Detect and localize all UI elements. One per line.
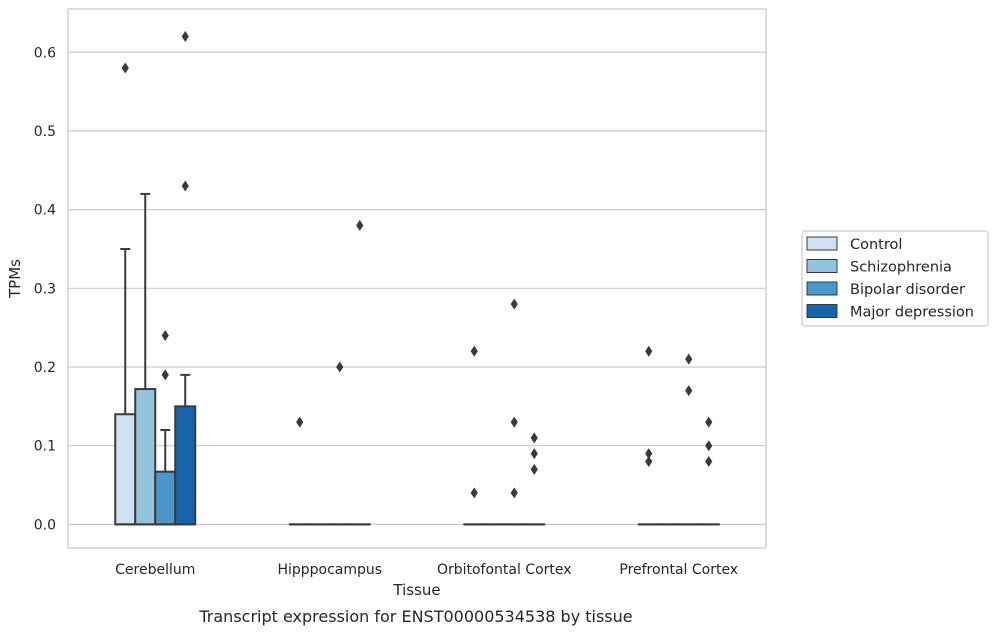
outlier-point (181, 31, 189, 43)
x-tick-label: Prefrontal Cortex (619, 562, 738, 578)
legend-label: Schizophrenia (850, 260, 952, 276)
box (154, 470, 177, 526)
outlier-point (161, 369, 169, 381)
x-tick-label: Orbitofontal Cortex (437, 562, 572, 578)
box-group (134, 192, 157, 526)
legend-frame (801, 230, 989, 327)
outlier-point (645, 448, 653, 460)
legend-swatch (806, 259, 838, 273)
y-tick-label: 0.1 (34, 439, 56, 455)
outlier-point (530, 448, 538, 460)
outlier-point (705, 455, 713, 467)
plot-marks (114, 31, 720, 526)
outlier-point (705, 416, 713, 428)
grid-lines (68, 51, 766, 525)
legend: Control Schizophrenia Bipolar disorder Majo… (801, 230, 989, 327)
legend-swatch (806, 236, 838, 251)
outlier-point (510, 416, 518, 428)
y-tick-label: 0.2 (34, 360, 56, 376)
outlier-point (121, 62, 129, 74)
outlier-point (685, 385, 693, 397)
box-group (677, 353, 700, 526)
box-group (503, 298, 526, 526)
outlier-point (470, 487, 478, 499)
box-group (348, 219, 371, 526)
chart-caption: Transcript expression for ENST0000053453… (198, 607, 632, 626)
box (134, 388, 157, 526)
plot-frame (67, 8, 767, 549)
outlier-point (356, 219, 364, 231)
x-tick-label: Hipppocampus (277, 562, 382, 578)
box (114, 413, 137, 526)
outlier-point (510, 298, 518, 310)
outlier-point (685, 353, 693, 365)
box-group (154, 330, 177, 526)
legend-swatch (806, 281, 838, 296)
box-group (328, 361, 351, 526)
y-tick-label: 0.5 (34, 124, 56, 140)
y-tick-label: 0.3 (34, 281, 56, 297)
box-group (637, 345, 660, 526)
y-axis-label: TPMs (6, 259, 24, 299)
x-axis-label: Tissue (392, 581, 440, 599)
outlier-point (296, 416, 304, 428)
x-axis-ticks: Cerebellum Hipppocampus Orbitofontal Corte… (115, 562, 738, 578)
legend-label: Bipolar disorder (850, 282, 965, 298)
x-tick-label: Cerebellum (115, 562, 195, 578)
outlier-point (510, 487, 518, 499)
box (174, 405, 197, 526)
outlier-point (645, 455, 653, 467)
outlier-point (705, 440, 713, 452)
legend-label: Control (850, 237, 902, 253)
outlier-point (530, 463, 538, 475)
box-group (697, 416, 720, 526)
box-group (288, 416, 311, 526)
outlier-point (181, 180, 189, 192)
legend-swatch (806, 304, 838, 318)
y-tick-label: 0.4 (34, 203, 56, 219)
outlier-point (530, 432, 538, 444)
box-group (463, 345, 486, 526)
legend-label: Major depression (850, 305, 974, 321)
y-tick-label: 0.0 (34, 517, 56, 533)
y-axis-ticks: 0.0 0.1 0.2 0.3 0.4 0.5 0.6 (34, 45, 56, 533)
outlier-point (645, 345, 653, 357)
box-group (114, 62, 137, 526)
y-tick-label: 0.6 (34, 45, 56, 61)
outlier-point (161, 330, 169, 342)
outlier-point (336, 361, 344, 373)
box-group (174, 31, 197, 526)
box-group (523, 432, 546, 526)
outlier-point (470, 345, 478, 357)
